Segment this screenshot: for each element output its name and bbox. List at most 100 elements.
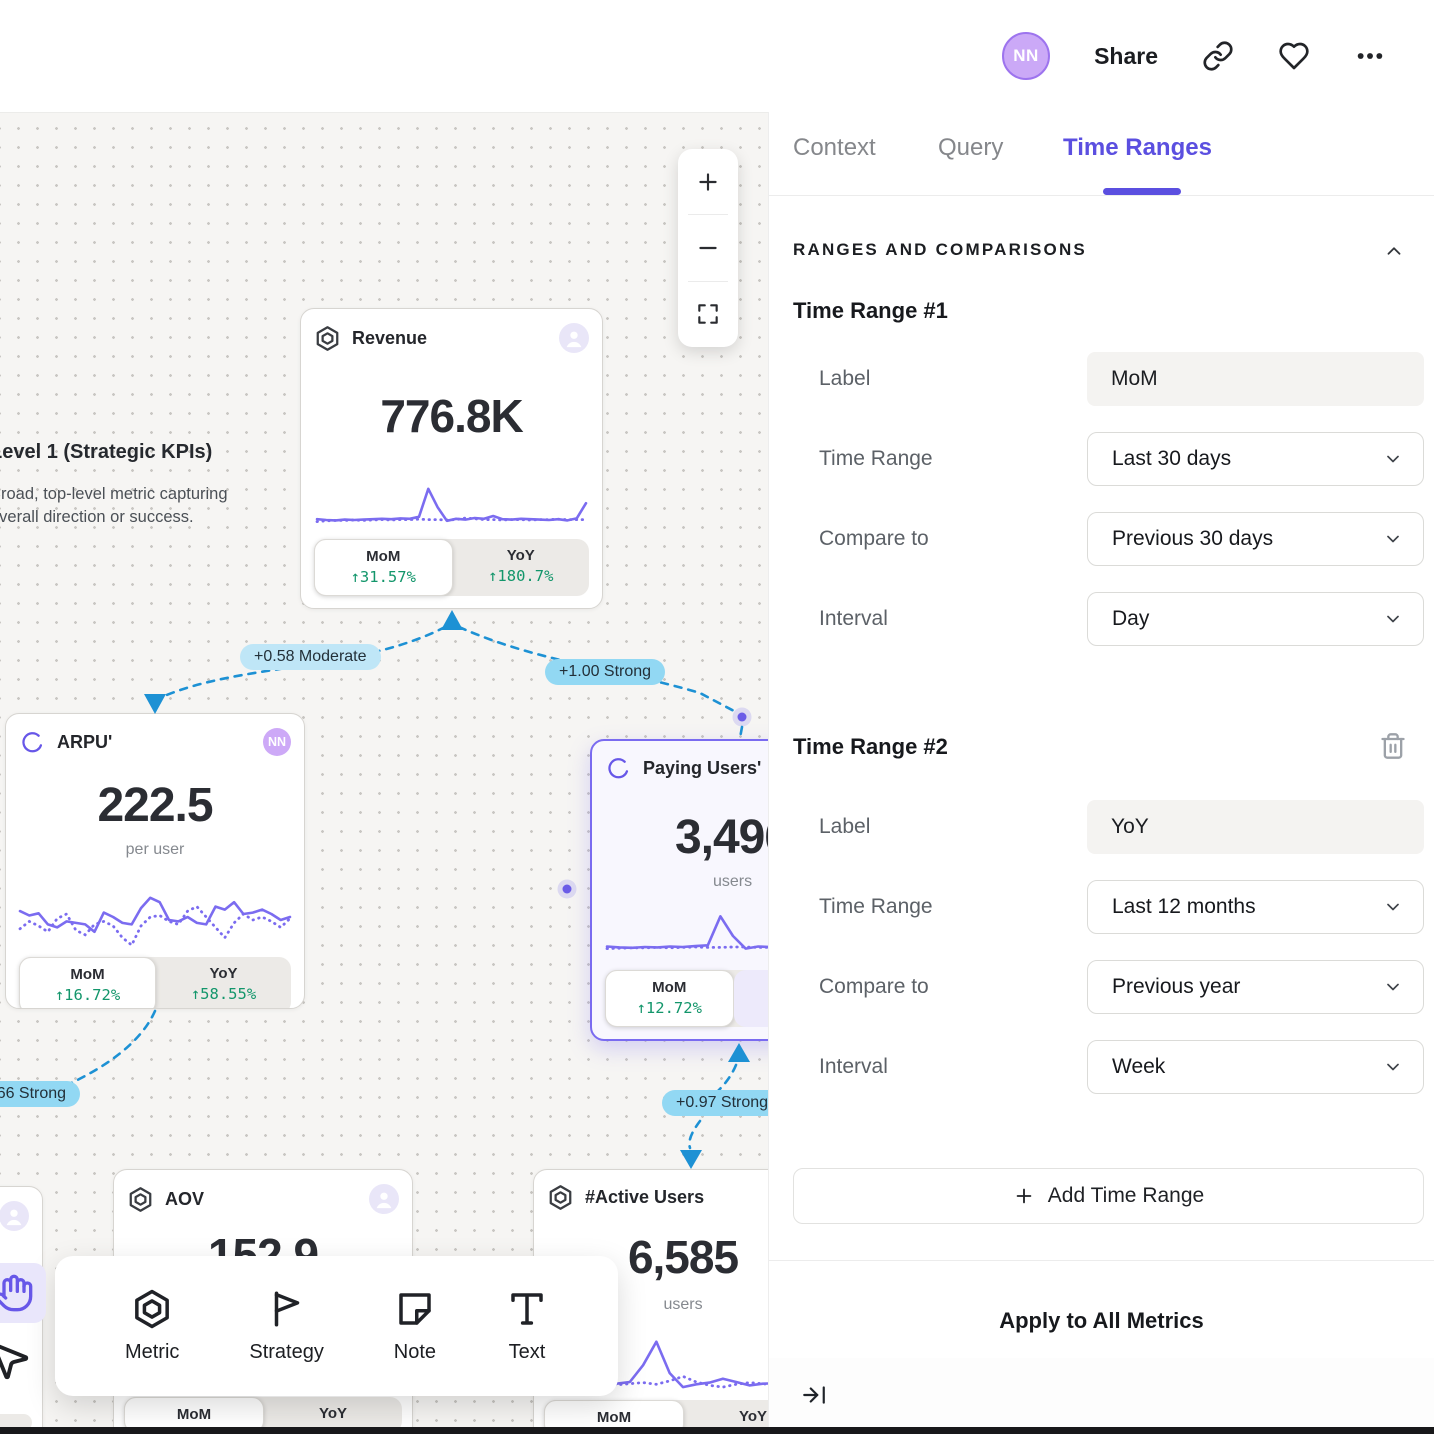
tool-metric[interactable]: Metric — [125, 1288, 179, 1364]
zoom-in-button[interactable] — [678, 149, 738, 214]
metric-tree-canvas[interactable]: Level 1 (Strategic KPIs) Broad, top-leve… — [0, 112, 768, 1434]
tool-note[interactable]: Note — [394, 1288, 436, 1364]
card-title: #Active Users — [585, 1187, 705, 1207]
delete-time-range-icon[interactable] — [1379, 732, 1407, 760]
toggle-yoy[interactable] — [733, 970, 768, 1027]
toggle-label: MoM — [366, 548, 401, 565]
collapse-section-icon[interactable] — [1383, 240, 1405, 262]
toggle-label: YoY — [209, 965, 238, 982]
correlation-badge-revenue-paying: +1.00 Strong — [545, 659, 666, 685]
share-button[interactable]: Share — [1094, 42, 1158, 69]
tool-label: Metric — [124, 1341, 180, 1363]
toggle-yoy[interactable]: YoY ↑180.7% — [453, 539, 590, 596]
tool-strategy[interactable]: Strategy — [249, 1288, 324, 1364]
interval-select[interactable]: Week — [1087, 1040, 1424, 1094]
panel-tabs: Context Query Time Ranges — [769, 112, 1434, 196]
metric-value: 3,496 — [674, 811, 768, 864]
tool-label: Text — [508, 1341, 546, 1363]
zoom-out-button[interactable] — [678, 215, 738, 280]
more-options-icon[interactable] — [1354, 40, 1386, 72]
user-avatar[interactable]: NN — [1002, 32, 1051, 80]
copy-link-icon[interactable] — [1202, 40, 1234, 72]
field-label: Interval — [819, 1055, 888, 1078]
toggle-yoy[interactable]: YoY — [264, 1397, 402, 1433]
compare-to-select[interactable]: Previous 30 days — [1087, 512, 1424, 566]
toggle-label: MoM — [176, 1406, 212, 1423]
select-value: Last 12 months — [1112, 895, 1256, 918]
add-time-range-label: Add Time Range — [1047, 1184, 1205, 1207]
favorite-heart-icon[interactable] — [1278, 40, 1310, 72]
owner-avatar-icon — [369, 1184, 399, 1214]
time-range-2-title: Time Range #2 — [793, 734, 948, 759]
toggle-change: ↑58.55% — [190, 985, 257, 1003]
chevron-down-icon — [1387, 1063, 1399, 1071]
tool-select-cursor[interactable] — [0, 1335, 34, 1385]
interval-select[interactable]: Day — [1087, 592, 1424, 646]
panel-footer — [769, 1358, 1434, 1434]
loading-spinner-icon — [605, 755, 632, 782]
metric-card-paying-users[interactable]: Paying Users' 3,496 users MoM ↑12.72% — [590, 739, 768, 1041]
tool-text[interactable]: Text — [506, 1288, 548, 1364]
field-label: Compare to — [819, 975, 929, 998]
tool-hand[interactable] — [0, 1263, 46, 1323]
tab-context[interactable]: Context — [793, 134, 876, 161]
card-title: Revenue — [352, 327, 428, 348]
toggle-change: ↑180.7% — [488, 567, 554, 585]
card-title: AOV — [165, 1188, 205, 1209]
select-value: Last 30 days — [1112, 447, 1232, 470]
bottom-edge-bar — [0, 1427, 1434, 1434]
plus-icon — [1016, 1188, 1032, 1204]
toggle-mom[interactable]: MoM ↑16.72% — [19, 957, 156, 1008]
toggle-yoy[interactable]: YoY ↑58.55% — [156, 957, 291, 1008]
sparkline-chart — [605, 915, 768, 950]
tab-time-ranges[interactable]: Time Ranges — [1063, 134, 1212, 161]
toggle-mom[interactable]: MoM ↑12.72% — [605, 970, 734, 1027]
toggle-change: ↑31.57% — [350, 568, 416, 586]
toggle-change: ↑12.72% — [636, 999, 702, 1017]
field-label: Label — [819, 815, 871, 838]
toggle-label: YoY — [318, 1405, 348, 1422]
label-input[interactable] — [1087, 352, 1424, 406]
active-tab-indicator — [1103, 188, 1181, 195]
top-header: NN Share — [0, 0, 1434, 112]
canvas-note-body: Broad, top-level metric capturing overal… — [0, 485, 228, 526]
field-label: Interval — [819, 607, 888, 630]
fit-to-screen-button[interactable] — [678, 282, 738, 347]
label-input[interactable] — [1087, 800, 1424, 854]
toggle-mom[interactable]: MoM ↑31.57% — [314, 539, 453, 596]
metric-card-revenue[interactable]: Revenue 776.8K MoM ↑31.57% YoY ↑180.7% — [300, 308, 603, 609]
chevron-down-icon — [1387, 535, 1399, 543]
time-range-select[interactable]: Last 12 months — [1087, 880, 1424, 934]
chevron-down-icon — [1387, 615, 1399, 623]
select-value: Previous year — [1112, 975, 1241, 998]
compare-to-select[interactable]: Previous year — [1087, 960, 1424, 1014]
sparkline-chart — [315, 487, 588, 523]
chevron-down-icon — [1387, 983, 1399, 991]
toggle-label: MoM — [70, 966, 105, 983]
divider — [769, 1260, 1434, 1261]
metric-unit: users — [663, 1296, 703, 1313]
metric-card-arpu[interactable]: ARPU' NN 222.5 per user MoM ↑16.72% YoY … — [5, 713, 305, 1009]
card-title: ARPU' — [57, 731, 113, 752]
toggle-yoy[interactable]: YoY — [684, 1400, 768, 1434]
metric-value: 6,585 — [627, 1231, 739, 1283]
metric-hexagon-icon — [127, 1186, 154, 1213]
tab-query[interactable]: Query — [938, 134, 1004, 161]
apply-all-metrics-button[interactable]: Apply to All Metrics — [999, 1308, 1204, 1333]
field-label: Compare to — [819, 527, 929, 550]
time-range-select[interactable]: Last 30 days — [1087, 432, 1424, 486]
field-label: Time Range — [819, 447, 933, 470]
time-range-toggle: MoM ↑31.57% YoY ↑180.7% — [314, 539, 589, 596]
add-time-range-button[interactable]: Add Time Range — [793, 1168, 1424, 1224]
time-range-toggle: MoM ↑16.72% YoY ↑58.55% — [19, 957, 291, 1008]
metric-unit: per user — [125, 841, 185, 858]
field-label: Time Range — [819, 895, 933, 918]
canvas-toolbar: Metric Strategy Note Text — [55, 1256, 618, 1396]
metric-value: 776.8K — [380, 390, 523, 442]
loading-spinner-icon — [19, 729, 46, 756]
select-value: Previous 30 days — [1112, 527, 1274, 550]
metric-hexagon-icon — [314, 325, 341, 352]
collapse-panel-icon[interactable] — [801, 1382, 827, 1408]
owner-avatar-icon — [0, 1201, 29, 1231]
